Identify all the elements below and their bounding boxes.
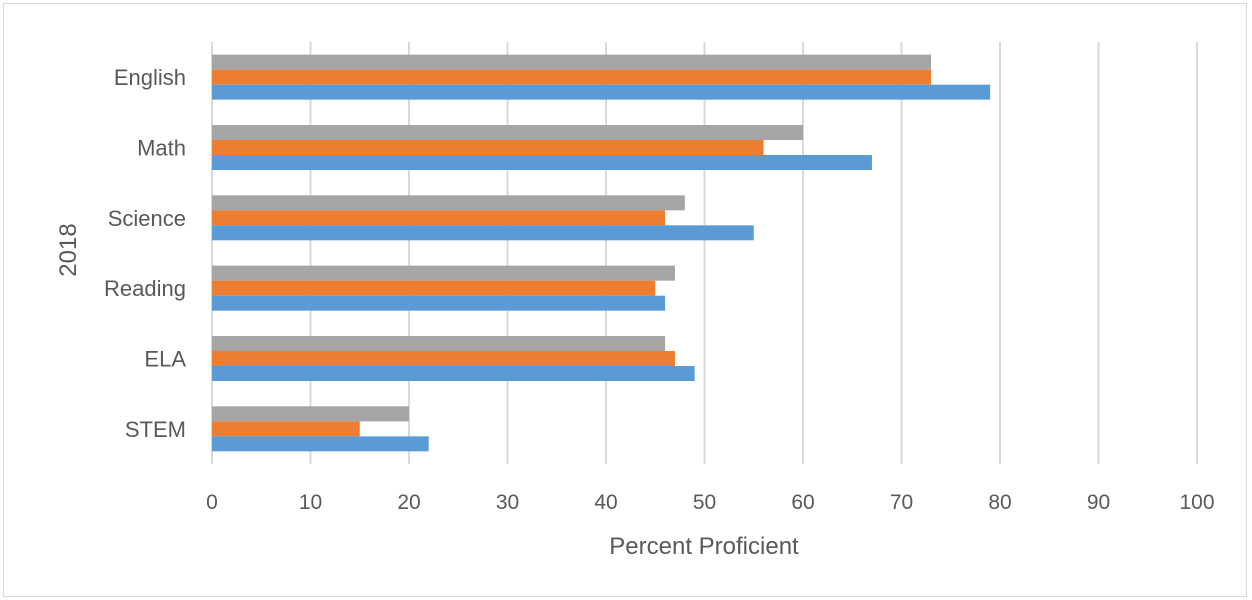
bar-math-series-2 bbox=[212, 140, 764, 155]
y-category-label: Science bbox=[108, 206, 186, 231]
x-tick-label: 70 bbox=[890, 491, 913, 514]
x-tick-label: 10 bbox=[299, 491, 322, 514]
bar-ela-series-1 bbox=[212, 336, 666, 351]
x-tick-label: 20 bbox=[397, 491, 420, 514]
x-tick-label: 40 bbox=[594, 491, 617, 514]
bar-science-series-2 bbox=[212, 210, 666, 226]
bar-math-series-3 bbox=[212, 155, 872, 170]
y-category-label: English bbox=[114, 65, 186, 90]
bar-stem-series-2 bbox=[212, 421, 360, 437]
bars bbox=[212, 54, 991, 452]
bar-english-series-3 bbox=[212, 84, 991, 100]
bar-ela-series-3 bbox=[212, 366, 695, 381]
bar-reading-series-3 bbox=[212, 295, 666, 311]
y-category-label: Reading bbox=[104, 276, 186, 301]
bar-math-series-1 bbox=[212, 125, 803, 140]
bar-stem-series-1 bbox=[212, 406, 409, 422]
chart-frame: 0 10 20 30 40 50 60 70 80 90 100 English Math Scienc… bbox=[3, 3, 1247, 597]
x-tick-label: 90 bbox=[1087, 491, 1110, 514]
x-axis-title: Percent Proficient bbox=[609, 533, 799, 560]
x-tick-label: 50 bbox=[693, 491, 716, 514]
bar-reading-series-2 bbox=[212, 280, 656, 296]
x-tick-label: 30 bbox=[496, 491, 519, 514]
x-axis-ticks: 0 10 20 30 40 50 60 70 80 90 100 bbox=[206, 491, 1214, 514]
y-category-label: STEM bbox=[125, 417, 186, 442]
bar-chart: 0 10 20 30 40 50 60 70 80 90 100 English Math Scienc… bbox=[55, 42, 1215, 560]
bar-english-series-1 bbox=[212, 54, 932, 70]
gridlines bbox=[211, 42, 1198, 464]
bar-reading-series-1 bbox=[212, 265, 675, 281]
y-category-label: Math bbox=[137, 136, 186, 161]
y-category-label: ELA bbox=[144, 347, 186, 372]
bar-science-series-3 bbox=[212, 225, 754, 241]
bar-science-series-1 bbox=[212, 195, 685, 211]
y-axis-categories: English Math Science Reading ELA STEM bbox=[104, 65, 186, 442]
y-axis-title: 2018 bbox=[55, 223, 82, 276]
bar-ela-series-2 bbox=[212, 351, 675, 366]
x-tick-label: 100 bbox=[1179, 491, 1214, 514]
x-tick-label: 0 bbox=[206, 491, 218, 514]
x-tick-label: 80 bbox=[988, 491, 1011, 514]
bar-stem-series-3 bbox=[212, 436, 429, 452]
bar-english-series-2 bbox=[212, 69, 932, 85]
x-tick-label: 60 bbox=[791, 491, 814, 514]
